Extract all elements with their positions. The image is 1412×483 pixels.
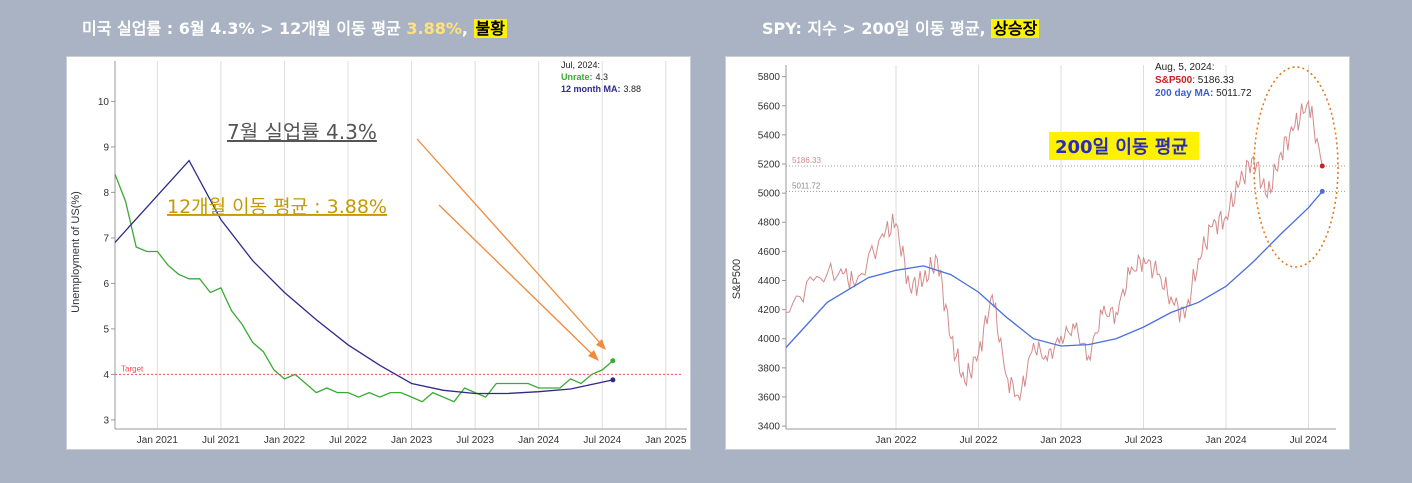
y-tick-label: 5800	[758, 72, 781, 83]
y-tick-label: 5600	[758, 101, 781, 112]
unrate-legend-row: Unrate: 4.3	[561, 72, 608, 82]
ma12-line	[114, 159, 614, 395]
left-heading-prefix: 미국 실업률 : 6월 4.3% > 12개월 이동 평균	[82, 19, 407, 38]
unemployment-chart: Jan 2021 Jul 2021 Jan 2022 Jul 2022 Jan 2023…	[70, 60, 687, 446]
ma200-legend-label: 200 day MA:	[1155, 88, 1213, 99]
right-heading: SPY: 지수 > 200일 이동 평균, 상승장	[762, 14, 1040, 44]
ma12-end-dot	[610, 377, 616, 383]
x-tick-label: Jan 2022	[264, 435, 306, 446]
x-tick-label: Jul 2023	[1125, 435, 1163, 446]
left-heading: 미국 실업률 : 6월 4.3% > 12개월 이동 평균 3.88%, 불황	[82, 14, 507, 44]
ref-label-sp500: 5186.33	[792, 156, 821, 165]
y-tick-label: 3600	[758, 392, 781, 403]
unrate-line	[114, 173, 614, 403]
annotation-arrowhead-2	[588, 350, 599, 361]
y-tick-label: 4200	[758, 305, 781, 316]
target-label: Target	[121, 364, 144, 373]
unemployment-y-axis-label: Unemployment of US(%)	[70, 191, 82, 313]
y-tick-label: 5	[103, 324, 109, 335]
annotation-arrow-2	[438, 204, 594, 356]
sp500-y-axis-label: S&P500	[731, 259, 743, 299]
x-tick-label: Jan 2022	[875, 435, 917, 446]
ma200-annotation-bg	[1049, 132, 1199, 160]
sp500-legend-row: S&P500: 5186.33	[1155, 75, 1234, 86]
x-tick-label: Jul 2022	[329, 435, 367, 446]
unrate-legend-value: 4.3	[596, 72, 609, 82]
y-tick-label: 8	[103, 188, 109, 199]
annotation-arrowhead-1	[596, 339, 606, 350]
left-heading-sep: ,	[461, 19, 474, 38]
x-tick-label: Jul 2024	[583, 435, 621, 446]
ma200-annotation: 200일 이동 평균	[1055, 137, 1188, 158]
x-tick-label: Jan 2024	[518, 435, 560, 446]
sp500-legend-value: : 5186.33	[1192, 75, 1234, 86]
y-tick-label: 3	[103, 415, 109, 426]
ma12-legend-label: 12 month MA:	[561, 84, 621, 94]
unrate-annotation: 7월 실업률 4.3%	[227, 120, 377, 144]
y-tick-label: 5200	[758, 160, 781, 171]
y-tick-label: 4800	[758, 218, 781, 229]
y-tick-label: 4	[103, 370, 109, 381]
x-tick-label: Jan 2021	[137, 435, 179, 446]
ma12-annotation: 12개월 이동 평균 : 3.88%	[167, 196, 387, 218]
ma12-legend-value: 3.88	[624, 84, 642, 94]
unrate-legend-label: Unrate:	[561, 72, 593, 82]
x-tick-label: Jan 2023	[1040, 435, 1082, 446]
right-heading-badge: 상승장	[991, 19, 1040, 38]
sp500-legend-label: S&P500	[1155, 75, 1193, 86]
x-tick-label: Jan 2025	[645, 435, 687, 446]
ma200-legend-row: 200 day MA: 5011.72	[1155, 88, 1252, 99]
sp500-chart-panel: Jan 2022 Jul 2022 Jan 2023 Jul 2023 Jan 2024…	[725, 56, 1350, 450]
y-tick-label: 4600	[758, 247, 781, 258]
y-tick-label: 7	[103, 233, 109, 244]
ref-label-ma200: 5011.72	[792, 181, 821, 190]
unrate-end-dot	[610, 358, 616, 364]
y-tick-label: 9	[103, 142, 109, 153]
ma12-legend-row: 12 month MA: 3.88	[561, 84, 641, 94]
x-tick-label: Jan 2024	[1205, 435, 1247, 446]
highlight-ellipse	[1253, 66, 1339, 268]
ma200-end-dot	[1319, 188, 1325, 194]
ma200-line	[785, 190, 1323, 348]
sp500-end-dot	[1319, 163, 1325, 169]
left-heading-highlight: 3.88%	[406, 19, 462, 38]
y-tick-label: 3800	[758, 363, 781, 374]
x-tick-label: Jan 2023	[391, 435, 433, 446]
y-tick-label: 3400	[758, 422, 781, 433]
x-tick-label: Jul 2022	[960, 435, 998, 446]
sp500-line	[785, 99, 1323, 402]
y-tick-label: 5400	[758, 130, 781, 141]
unemployment-chart-panel: Jan 2021 Jul 2021 Jan 2022 Jul 2022 Jan 2023…	[66, 56, 691, 450]
y-tick-label: 5000	[758, 189, 781, 200]
x-tick-label: Jul 2021	[202, 435, 240, 446]
y-tick-label: 6	[103, 279, 109, 290]
unrate-legend-date: Jul, 2024:	[561, 60, 600, 70]
x-tick-label: Jul 2024	[1290, 435, 1328, 446]
right-heading-prefix: SPY: 지수 > 200일 이동 평균,	[762, 19, 992, 38]
x-tick-label: Jul 2023	[456, 435, 494, 446]
y-tick-label: 4000	[758, 334, 781, 345]
sp500-legend-date: Aug, 5, 2024:	[1155, 62, 1215, 73]
y-tick-label: 4400	[758, 276, 781, 287]
annotation-arrow-1	[416, 138, 602, 345]
left-heading-badge: 불황	[473, 19, 507, 38]
y-tick-label: 10	[98, 97, 110, 108]
ma200-legend-value: 5011.72	[1213, 88, 1252, 99]
sp500-chart: Jan 2022 Jul 2022 Jan 2023 Jul 2023 Jan 2024…	[731, 62, 1346, 446]
